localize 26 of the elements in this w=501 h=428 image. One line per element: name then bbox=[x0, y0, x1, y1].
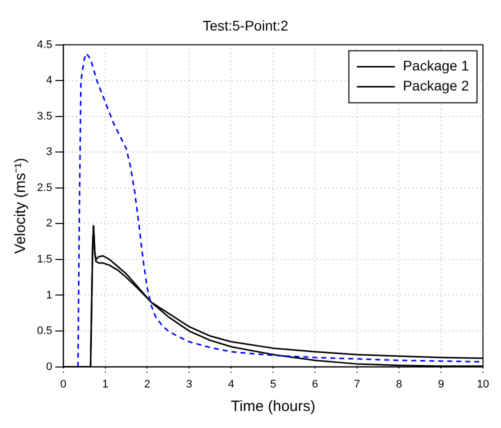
x-tick-label: 4 bbox=[228, 378, 234, 390]
y-tick-label: 1.5 bbox=[36, 254, 52, 266]
x-tick-label: 0 bbox=[60, 378, 66, 390]
x-tick-label: 7 bbox=[354, 378, 360, 390]
y-tick-label: 3 bbox=[46, 146, 52, 158]
chart-title: Test:5-Point:2 bbox=[202, 17, 289, 34]
y-tick-label: 1 bbox=[46, 289, 52, 302]
x-tick-label: 3 bbox=[186, 378, 192, 390]
x-axis-title: Time (hours) bbox=[230, 398, 316, 416]
y-tick-label: 4 bbox=[46, 74, 52, 87]
x-tick-label: 8 bbox=[396, 378, 402, 390]
x-tick-label: 2 bbox=[144, 378, 150, 390]
y-tick-label: 0.5 bbox=[36, 325, 52, 338]
y-tick-label: 4.5 bbox=[36, 38, 52, 51]
x-tick-label: 10 bbox=[476, 378, 490, 390]
x-tick-label: 5 bbox=[270, 378, 276, 390]
legend-label: Package 2 bbox=[402, 78, 470, 94]
y-tick-label: 0 bbox=[46, 360, 52, 373]
x-tick-label: 1 bbox=[102, 378, 108, 390]
x-tick-label: 6 bbox=[312, 378, 318, 390]
legend-label: Package 1 bbox=[402, 58, 470, 74]
y-axis-title: Velocity (ms⁻¹) bbox=[12, 158, 30, 254]
y-tick-label: 2.5 bbox=[36, 182, 52, 194]
y-tick-label: 2 bbox=[46, 218, 52, 230]
x-tick-label: 9 bbox=[438, 378, 444, 390]
y-tick-label: 3.5 bbox=[36, 110, 52, 122]
